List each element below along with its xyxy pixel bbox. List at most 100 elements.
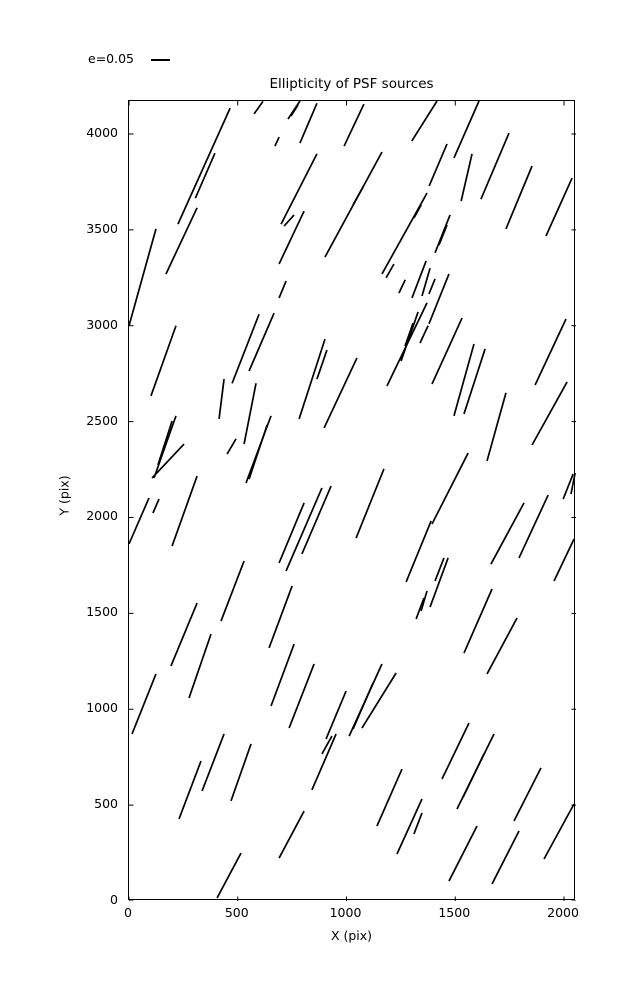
ellipticity-whisker (415, 597, 425, 620)
ellipticity-whisker (441, 722, 470, 780)
ellipticity-whisker (316, 349, 328, 380)
ellipticity-whisker (413, 812, 423, 835)
ellipticity-whisker (278, 280, 287, 299)
ellipticity-whisker (562, 473, 574, 500)
ellipticity-whisker (431, 317, 463, 385)
ellipticity-whisker (201, 733, 225, 792)
ellipticity-whisker (170, 602, 198, 667)
ellipticity-whisker (453, 101, 480, 159)
ellipticity-whisker (438, 224, 448, 246)
x-tick-label: 1000 (329, 905, 362, 920)
ellipticity-whisker (131, 673, 157, 735)
ellipticity-whisker (531, 381, 568, 446)
ellipticity-whisker (285, 487, 323, 572)
ellipticity-whisker (513, 767, 542, 822)
ellipticity-whisker (298, 338, 326, 420)
ellipticity-whisker (278, 210, 305, 265)
x-tick-label: 0 (124, 905, 132, 920)
ellipticity-whisker (270, 643, 295, 707)
ellipticity-whisker (448, 825, 478, 882)
ellipticity-whisker (355, 468, 385, 539)
y-tick-label: 4000 (86, 124, 118, 140)
ellipticity-whisker (157, 420, 173, 466)
legend-sample-line-icon (151, 59, 170, 61)
ellipticity-whisker (280, 153, 318, 225)
ellipticity-whisker (462, 753, 485, 798)
ellipticity-whisker (220, 560, 245, 622)
ellipticity-whisker (321, 735, 333, 755)
ellipticity-whisker (274, 136, 280, 147)
ellipticity-whisker (411, 260, 427, 299)
ellipticity-whisker (153, 415, 177, 479)
y-tick-label: 1000 (86, 700, 118, 716)
ellipticity-whisker (570, 472, 576, 495)
ellipticity-whisker (361, 672, 397, 729)
ellipticity-whisker (248, 424, 268, 480)
ellipticity-whisker (194, 152, 216, 199)
ellipticity-whisker (129, 497, 150, 545)
ellipticity-whisker (398, 279, 407, 294)
ellipticity-whisker (301, 485, 332, 555)
ellipticity-whisker (268, 585, 293, 649)
ellipticity-whisker (480, 132, 510, 200)
y-tick-label: 2500 (86, 412, 118, 428)
ellipticity-whisker (323, 357, 358, 429)
plot-area (128, 100, 576, 901)
ellipticity-whisker (253, 101, 264, 115)
ellipticity-whisker (226, 438, 237, 455)
ellipticity-whisker (230, 743, 252, 802)
ellipticity-whisker (283, 214, 295, 227)
x-tick-label: 500 (224, 905, 249, 920)
ellipticity-whisker (278, 810, 305, 859)
ellipticity-whisker (534, 318, 567, 386)
ellipticity-whisker (431, 452, 469, 525)
ellipticity-whisker (376, 768, 403, 827)
x-tick-label: 1500 (438, 905, 471, 920)
ellipticity-whisker (171, 475, 198, 547)
ellipticity-whisker (545, 177, 573, 237)
ellipticity-whisker (405, 520, 432, 583)
ellipticity-whisker (325, 690, 347, 740)
ellipticity-whisker (490, 502, 525, 565)
ellipticity-whisker (428, 273, 450, 325)
ellipticity-whisker (553, 538, 575, 582)
y-tick-label: 2000 (86, 508, 118, 524)
ellipticity-whisker (343, 103, 365, 147)
ellipticity-whisker (352, 186, 364, 206)
ellipticity-whisker (428, 143, 448, 187)
ellipticity-whisker (428, 278, 436, 295)
ellipticity-whisker (460, 153, 473, 202)
ellipticity-whisker (463, 588, 493, 654)
ellipticity-whisker (543, 803, 575, 860)
ellipticity-whisker (188, 633, 212, 699)
ellipticity-whisker (216, 852, 242, 899)
y-axis-label: Y (pix) (56, 475, 72, 516)
ellipticity-whisker (421, 267, 431, 297)
ellipticity-whisker (352, 682, 374, 730)
ellipticity-whisker (311, 733, 337, 791)
ellipticity-whisker (429, 557, 449, 608)
ellipticity-whisker (396, 798, 423, 855)
chart-title: Ellipticity of PSF sources (269, 76, 434, 92)
x-axis-label: X (pix) (330, 928, 373, 943)
ellipticity-whisker (419, 325, 429, 344)
ellipticity-whisker (434, 557, 445, 582)
ellipticity-whisker (486, 617, 518, 675)
ellipticity-whisker (150, 325, 177, 397)
ellipticity-whisker (411, 101, 438, 142)
y-tick-label: 0 (110, 892, 118, 907)
ellipticity-whisker (453, 343, 475, 417)
ellipticity-whisker (231, 313, 260, 384)
ellipticity-whisker (299, 102, 318, 144)
ellipticity-whisker (486, 392, 507, 462)
ellipticity-whisker (463, 348, 486, 415)
ellipticity-whisker (151, 443, 185, 479)
ellipticity-whisker (491, 830, 520, 885)
ellipticity-whisker (290, 104, 299, 117)
ellipticity-whisker (178, 760, 202, 820)
ellipticity-whisker (248, 312, 275, 372)
ellipticity-whisker (505, 165, 533, 230)
ellipticity-whisker (420, 590, 428, 612)
ellipticity-whisker (152, 498, 160, 514)
